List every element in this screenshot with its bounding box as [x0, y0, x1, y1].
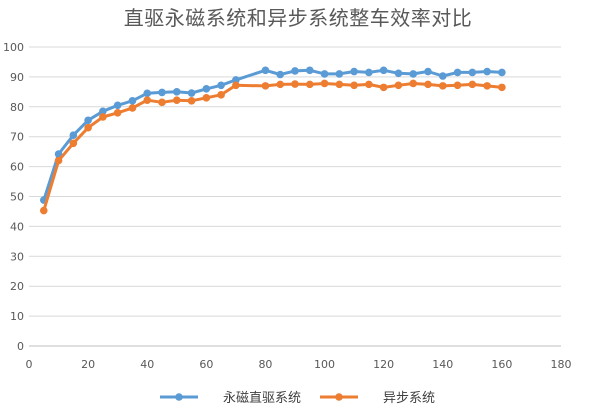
x-tick-label: 100 — [314, 358, 335, 371]
data-point — [261, 82, 270, 90]
data-point — [409, 79, 418, 88]
y-tick-label: 70 — [10, 131, 24, 144]
data-point — [217, 91, 225, 99]
legend-item: 异步系统 — [320, 391, 435, 406]
data-point — [54, 150, 63, 158]
data-point — [379, 83, 388, 92]
legend-label: 永磁直驱系统 — [223, 391, 301, 406]
data-point — [409, 70, 418, 78]
y-tick-label: 100 — [3, 41, 24, 54]
data-point — [350, 67, 358, 76]
data-point — [69, 139, 78, 148]
data-point — [187, 89, 196, 97]
data-point — [365, 68, 373, 77]
data-point — [365, 80, 373, 89]
data-point — [172, 96, 181, 105]
data-point — [158, 98, 166, 107]
y-tick-label: 30 — [10, 250, 24, 263]
data-point — [217, 81, 225, 90]
data-point — [202, 94, 211, 102]
data-point — [394, 69, 403, 78]
data-point — [84, 123, 92, 132]
y-tick-label: 10 — [10, 310, 24, 323]
x-tick-label: 0 — [26, 358, 33, 371]
legend-label: 异步系统 — [383, 391, 435, 406]
data-point — [350, 81, 358, 90]
data-point — [276, 70, 285, 79]
data-point — [498, 83, 506, 92]
data-point — [128, 97, 137, 105]
data-point — [438, 82, 447, 90]
x-tick-label: 40 — [140, 358, 154, 371]
data-point — [232, 76, 240, 84]
series-lines — [39, 66, 506, 215]
data-point — [320, 79, 329, 88]
data-point — [305, 66, 314, 75]
data-point — [261, 66, 270, 75]
data-point — [39, 206, 48, 215]
data-point — [172, 88, 181, 96]
data-point — [394, 81, 403, 90]
y-tick-label: 40 — [10, 220, 24, 233]
data-point — [113, 101, 122, 110]
legend-item: 永磁直驱系统 — [160, 391, 301, 406]
y-tick-label: 50 — [10, 191, 24, 204]
data-point — [424, 80, 432, 89]
x-tick-label: 80 — [258, 358, 272, 371]
data-point — [232, 81, 240, 90]
data-point — [335, 80, 344, 89]
x-tick-label: 180 — [551, 358, 572, 371]
x-tick-label: 60 — [199, 358, 213, 371]
data-point — [143, 96, 152, 105]
data-point — [69, 131, 78, 140]
y-tick-label: 0 — [17, 340, 24, 353]
data-point — [291, 67, 299, 75]
data-point — [143, 89, 152, 98]
chart-title: 直驱永磁系统和异步系统整车效率对比 — [123, 6, 473, 30]
x-tick-label: 160 — [491, 358, 512, 371]
data-point — [99, 107, 107, 116]
x-tick-label: 20 — [81, 358, 95, 371]
data-point — [99, 113, 107, 121]
data-point — [379, 66, 388, 75]
y-tick-label: 60 — [10, 161, 24, 174]
legend-marker — [335, 393, 343, 401]
series-1 — [39, 66, 506, 204]
data-point — [335, 70, 344, 78]
data-point — [187, 97, 196, 105]
y-axis-ticks: 0 10 20 30 40 50 60 70 80 90 100 — [3, 41, 24, 353]
data-point — [84, 116, 92, 125]
data-point — [483, 82, 491, 90]
y-tick-label: 80 — [10, 101, 24, 114]
y-tick-label: 20 — [10, 280, 24, 293]
data-point — [305, 80, 314, 89]
series-line — [42, 82, 503, 212]
data-point — [128, 104, 137, 112]
data-point — [453, 68, 462, 77]
data-point — [54, 156, 63, 165]
series-line — [42, 68, 502, 201]
x-tick-label: 120 — [373, 358, 394, 371]
data-point — [113, 108, 122, 117]
y-tick-label: 90 — [10, 71, 24, 84]
data-point — [498, 68, 506, 77]
data-point — [424, 67, 432, 76]
data-point — [483, 67, 491, 76]
x-axis-ticks: 0 20 40 60 80 100 120 140 160 180 — [26, 358, 572, 371]
data-point — [320, 70, 329, 78]
data-point — [276, 80, 285, 89]
legend: 永磁直驱系统 异步系统 — [160, 391, 435, 406]
x-tick-label: 140 — [432, 358, 453, 371]
data-point — [453, 81, 462, 90]
series-2 — [39, 79, 506, 215]
data-point — [202, 85, 211, 93]
data-point — [291, 80, 299, 88]
legend-marker — [175, 393, 183, 401]
data-point — [468, 68, 477, 77]
data-point — [438, 72, 447, 80]
data-point — [158, 88, 166, 97]
data-point — [468, 80, 477, 89]
